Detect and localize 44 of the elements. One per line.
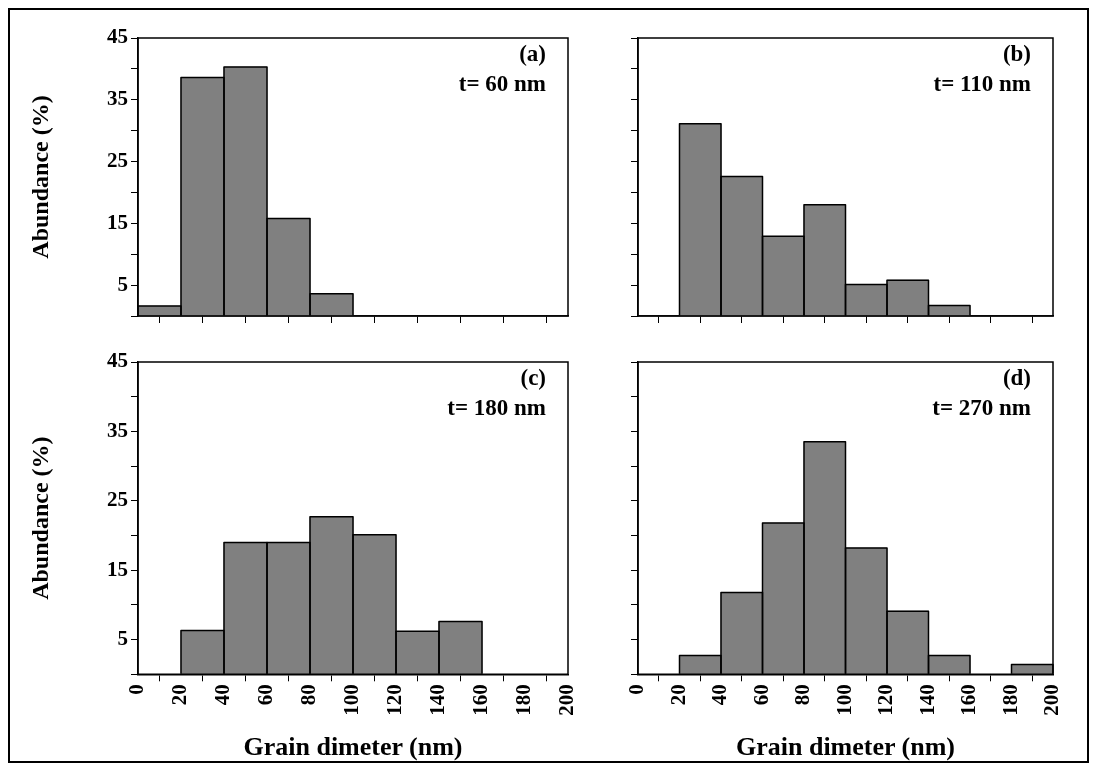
y-tick-label: 35	[107, 417, 128, 442]
y-tick-label: 25	[107, 487, 128, 512]
x-tick-label: 60	[253, 684, 278, 706]
x-tick-label: 0	[124, 684, 149, 695]
x-tick-label: 200	[554, 684, 579, 716]
x-tick-label: 120	[873, 684, 898, 716]
x-tick-label: 100	[831, 684, 856, 716]
annotation: t= 110 nm	[933, 71, 1031, 97]
x-tick-label: 20	[665, 684, 690, 706]
x-tick-label: 80	[790, 684, 815, 706]
y-tick-label: 25	[107, 147, 128, 172]
x-tick-label: 140	[914, 684, 939, 716]
x-tick-label: 100	[339, 684, 364, 716]
x-tick-label: 120	[382, 684, 407, 716]
x-tick-label: 160	[956, 684, 981, 716]
x-tick-label: 180	[511, 684, 536, 716]
x-tick-label: 20	[167, 684, 192, 706]
x-tick-label: 200	[1039, 684, 1064, 716]
y-axis-title: Abundance (%)	[26, 436, 53, 600]
annotation: (d)	[1002, 365, 1031, 391]
y-tick-label: 5	[117, 271, 128, 296]
annotation: t= 270 nm	[932, 395, 1031, 421]
x-tick-label: 80	[296, 684, 321, 706]
x-tick-label: 180	[997, 684, 1022, 716]
annotation: (b)	[1002, 41, 1031, 67]
y-tick-label: 15	[107, 556, 128, 581]
x-tick-label: 0	[624, 684, 649, 695]
y-axis-title: Abundance (%)	[26, 95, 53, 259]
annotation: (c)	[520, 365, 546, 391]
y-tick-label: 35	[107, 86, 128, 111]
x-axis-title: Grain dimeter (nm)	[735, 732, 956, 762]
x-tick-label: 160	[468, 684, 493, 716]
x-tick-label: 40	[707, 684, 732, 706]
y-tick-label: 45	[107, 348, 128, 373]
x-axis-title: Grain dimeter (nm)	[243, 732, 463, 762]
y-tick-label: 45	[107, 24, 128, 49]
annotation: t= 180 nm	[447, 395, 546, 421]
x-tick-label: 40	[210, 684, 235, 706]
y-tick-label: 15	[107, 209, 128, 234]
y-tick-label: 5	[117, 626, 128, 651]
x-tick-label: 60	[748, 684, 773, 706]
annotation: t= 60 nm	[458, 71, 546, 97]
x-tick-label: 140	[425, 684, 450, 716]
annotation: (a)	[519, 41, 546, 67]
